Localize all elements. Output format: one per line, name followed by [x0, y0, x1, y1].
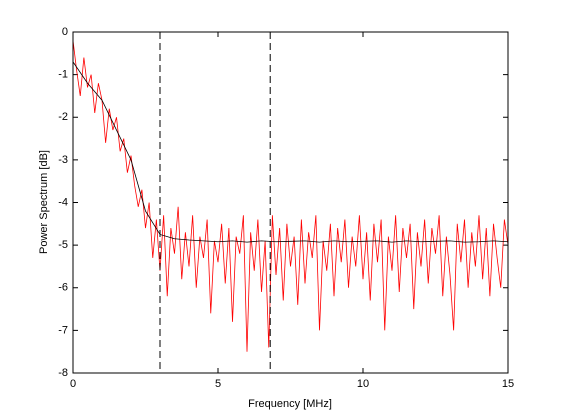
y-tick-label: -2: [58, 111, 68, 123]
plot-area: [73, 32, 508, 373]
plot-frame: [72, 31, 509, 374]
y-tick-label: -7: [58, 324, 68, 336]
y-tick-label: -6: [58, 282, 68, 294]
x-tick-label: 15: [502, 378, 514, 390]
y-tick-label: -4: [58, 196, 68, 208]
y-tick-label: 0: [62, 26, 68, 38]
x-tick-label: 10: [357, 378, 369, 390]
x-tick-label: 5: [215, 378, 221, 390]
series-line: [72, 40, 509, 352]
y-tick-label: -5: [58, 239, 68, 251]
y-tick-label: -1: [58, 69, 68, 81]
y-tick-label: -8: [58, 367, 68, 379]
y-axis-label: Power Spectrum [dB]: [38, 150, 50, 254]
x-axis-label: Frequency [MHz]: [248, 398, 332, 410]
series-line: [72, 61, 509, 243]
y-tick-label: -3: [58, 154, 68, 166]
x-tick-label: 0: [70, 378, 76, 390]
